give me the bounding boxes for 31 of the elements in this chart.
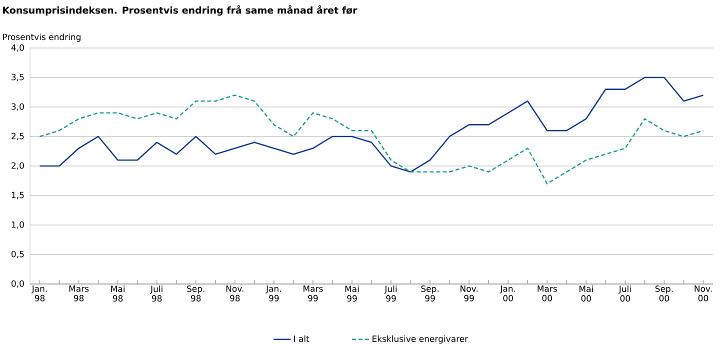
y-tick-label: 4,0 <box>11 44 24 52</box>
x-tick-label: Jan. 00 <box>500 286 516 302</box>
x-tick-label: Juli 99 <box>384 286 397 302</box>
legend-label: I alt <box>294 335 310 342</box>
y-tick-label: 2,5 <box>12 132 24 140</box>
x-tick-label: Mai 00 <box>580 286 593 302</box>
y-tick-label: 0,5 <box>12 250 24 258</box>
x-tick-label: Sep. 00 <box>655 286 673 302</box>
y-tick-label: 1,0 <box>12 221 24 229</box>
x-tick-label: Nov. 99 <box>460 286 478 302</box>
x-tick-label: Nov. 00 <box>694 286 712 302</box>
x-tick-label: Sep. 98 <box>187 286 204 302</box>
y-tick-label: 0,0 <box>12 280 24 288</box>
x-tick-label: Mars 99 <box>304 286 323 302</box>
x-tick-label: Jan. 98 <box>31 286 47 302</box>
x-tick-label: Juli 98 <box>150 286 162 302</box>
legend-label: Eksklusive energivarer <box>372 335 468 344</box>
y-tick-label: 1,5 <box>12 192 24 200</box>
y-tick-label: 3,5 <box>12 74 24 82</box>
x-tick-label: Mars 00 <box>538 286 557 302</box>
x-tick-label: Jan. 99 <box>266 286 281 302</box>
x-tick-label: Sep. 99 <box>421 286 438 302</box>
x-tick-label: Nov. 98 <box>226 286 244 302</box>
x-tick-label: Juli 00 <box>618 286 631 302</box>
y-tick-label: 2,0 <box>12 162 24 170</box>
x-tick-label: Mai 98 <box>111 286 124 302</box>
x-tick-label: Mai 99 <box>345 286 359 302</box>
y-tick-label: 3,0 <box>12 103 24 111</box>
chart-title: Konsumprisindeksen. Prosentvis endring frå same månad året før <box>3 5 358 16</box>
x-tick-label: Mars 98 <box>69 286 89 302</box>
y-axis-title: Prosentvis endring <box>3 34 80 42</box>
